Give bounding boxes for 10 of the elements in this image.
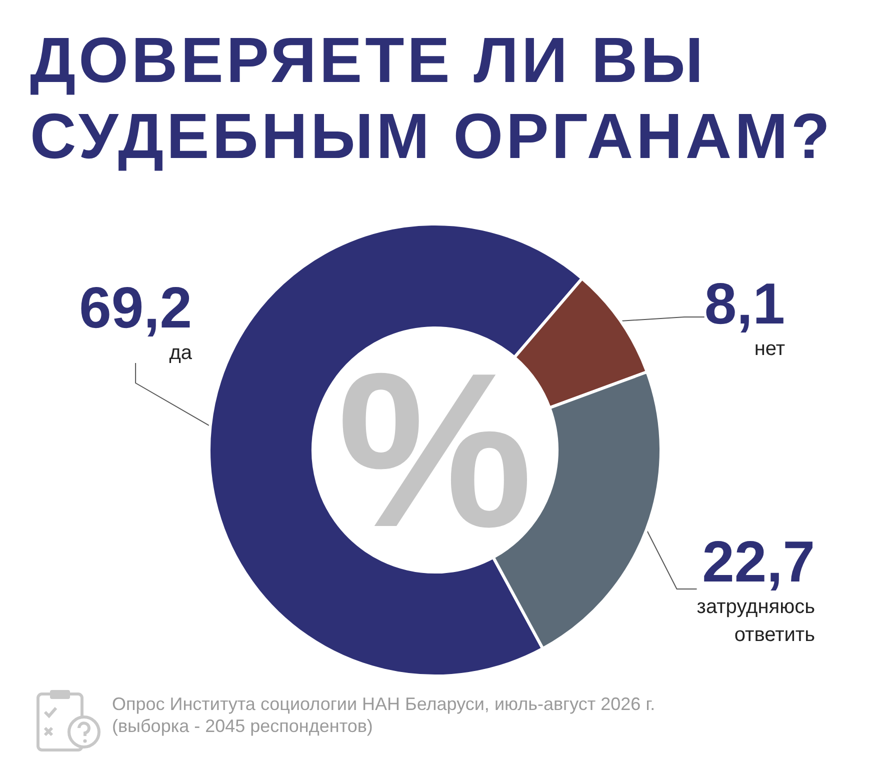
slice-label: затрудняюсь ответить [696, 596, 815, 646]
slice-label: да [169, 342, 193, 364]
text: % [336, 327, 534, 573]
data-label: 69,2 [79, 276, 192, 340]
slice-label: нет [754, 338, 785, 360]
text: Опрос Института социологии НАН Беларуси, июль-август 2026 г. [112, 693, 656, 715]
text: (выборка - 2045 респондентов) [112, 715, 374, 737]
data-label: 8,1 [704, 272, 785, 336]
chart-title: ДОВЕРЯЕТЕ ЛИ ВЫ СУДЕБНЫМ ОРГАНАМ? [30, 23, 834, 174]
data-label: 22,7 [702, 530, 815, 594]
